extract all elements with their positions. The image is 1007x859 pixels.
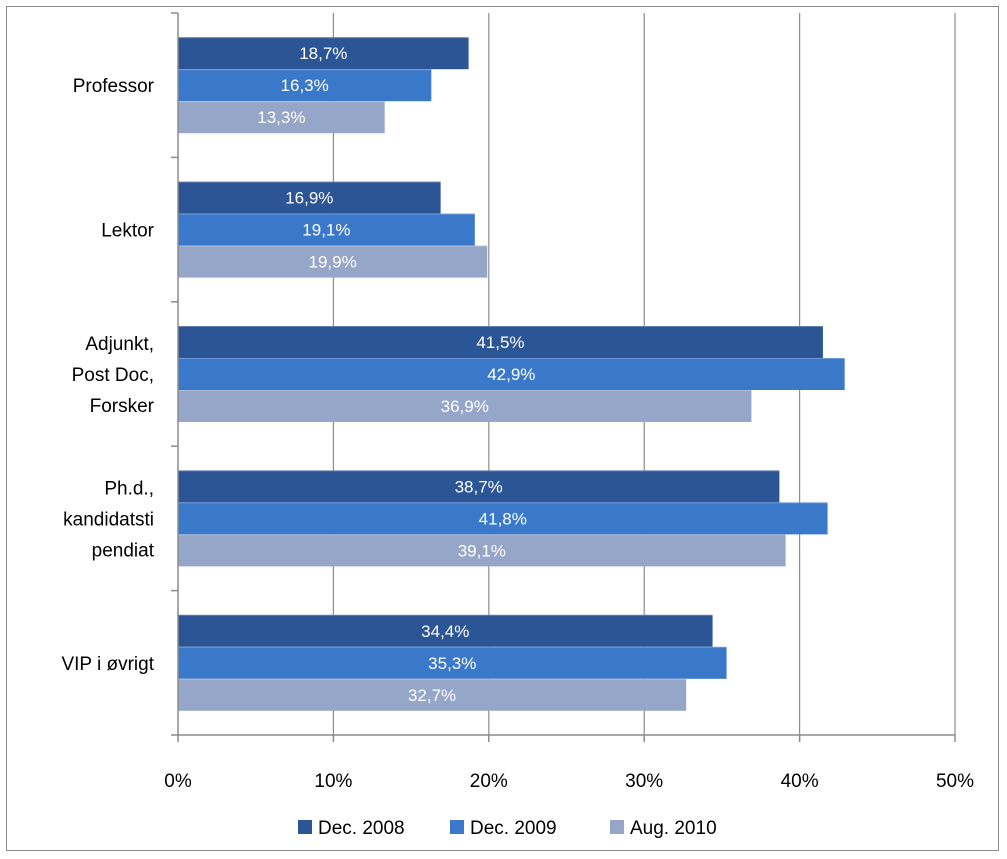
x-tick-label: 20% bbox=[470, 771, 508, 792]
bar bbox=[178, 245, 488, 278]
data-label: 34,4% bbox=[421, 622, 469, 641]
category-label: Forsker bbox=[90, 396, 155, 417]
x-tick-label: 40% bbox=[781, 771, 819, 792]
data-label: 19,9% bbox=[309, 253, 357, 272]
bar bbox=[178, 213, 475, 246]
category-label: Professor bbox=[73, 76, 155, 97]
data-label: 32,7% bbox=[408, 686, 456, 705]
data-label: 38,7% bbox=[455, 477, 503, 496]
data-label: 13,3% bbox=[257, 108, 305, 127]
legend-swatch bbox=[610, 820, 624, 834]
data-label: 36,9% bbox=[441, 397, 489, 416]
bar bbox=[178, 101, 385, 134]
x-tick-label: 30% bbox=[625, 771, 663, 792]
data-label: 35,3% bbox=[428, 654, 476, 673]
legend-label: Dec. 2009 bbox=[470, 818, 557, 839]
bar bbox=[178, 69, 432, 102]
category-label: kandidatsti bbox=[63, 509, 154, 530]
category-label: Adjunkt, bbox=[85, 334, 154, 355]
category-label: pendiat bbox=[92, 540, 155, 561]
bar bbox=[178, 390, 752, 422]
x-tick-label: 10% bbox=[314, 771, 352, 792]
data-label: 18,7% bbox=[299, 44, 347, 63]
bar bbox=[178, 358, 845, 390]
legend-label: Dec. 2008 bbox=[318, 818, 405, 839]
bar bbox=[178, 37, 469, 70]
data-label: 16,9% bbox=[285, 189, 333, 208]
category-label: Ph.d., bbox=[104, 478, 154, 499]
legend-label: Aug. 2010 bbox=[630, 818, 717, 839]
bar bbox=[178, 470, 780, 503]
legend-swatch bbox=[450, 820, 464, 834]
data-label: 41,5% bbox=[476, 333, 524, 352]
data-label: 42,9% bbox=[487, 365, 535, 384]
bar bbox=[178, 646, 727, 679]
data-label: 16,3% bbox=[281, 76, 329, 95]
data-label: 39,1% bbox=[458, 541, 506, 560]
bar bbox=[178, 678, 687, 711]
x-tick-label: 50% bbox=[936, 771, 974, 792]
category-label: Post Doc, bbox=[72, 365, 154, 386]
bar bbox=[178, 502, 828, 535]
legend-swatch bbox=[298, 820, 312, 834]
bar bbox=[178, 181, 441, 214]
category-label: Lektor bbox=[101, 221, 154, 242]
bar bbox=[178, 326, 823, 358]
x-tick-label: 0% bbox=[164, 771, 192, 792]
bar bbox=[178, 614, 713, 647]
bar bbox=[178, 534, 786, 567]
category-label: VIP i øvrigt bbox=[61, 654, 154, 675]
data-label: 41,8% bbox=[479, 509, 527, 528]
data-label: 19,1% bbox=[302, 221, 350, 240]
